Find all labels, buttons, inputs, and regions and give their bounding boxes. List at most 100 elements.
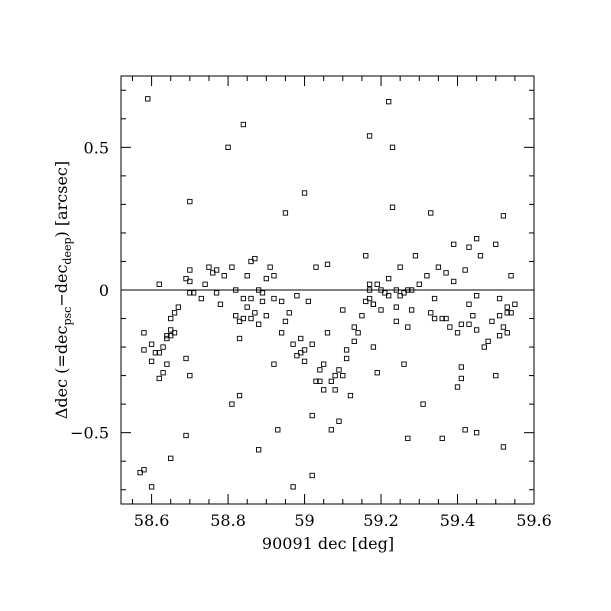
y-tick-label: 0.5 — [84, 138, 109, 157]
data-point — [366, 287, 373, 293]
data-point — [236, 392, 243, 399]
data-point — [397, 264, 403, 270]
x-tick-label: 58.8 — [210, 511, 246, 530]
data-point — [374, 370, 380, 376]
data-point — [148, 341, 155, 347]
data-point — [447, 324, 453, 330]
data-point — [489, 318, 495, 325]
data-point — [370, 301, 377, 307]
data-point — [473, 293, 480, 299]
data-point — [233, 287, 239, 293]
data-point — [240, 295, 247, 302]
data-point — [473, 430, 480, 436]
data-point — [370, 344, 377, 350]
data-point — [225, 144, 231, 150]
data-point — [401, 290, 407, 296]
data-point — [290, 484, 296, 490]
data-point — [263, 313, 269, 319]
data-point — [187, 198, 193, 205]
data-point — [473, 235, 480, 242]
data-point — [393, 287, 399, 293]
data-point — [271, 295, 277, 302]
data-point — [439, 435, 445, 442]
data-point — [160, 370, 166, 376]
data-points — [137, 96, 518, 490]
data-point — [324, 261, 331, 267]
data-point — [493, 372, 499, 379]
data-point — [451, 241, 457, 247]
data-point — [256, 447, 262, 453]
data-point — [458, 364, 464, 370]
data-point — [500, 213, 507, 219]
data-point — [504, 304, 510, 310]
data-point — [508, 310, 514, 316]
data-point — [439, 315, 445, 322]
y-tick-labels: −0.5 0 0.5 — [70, 138, 109, 442]
data-point — [309, 472, 315, 479]
data-point — [401, 361, 407, 367]
x-tick-label: 59 — [294, 511, 314, 530]
data-point — [141, 347, 147, 353]
data-point — [164, 333, 170, 339]
data-point — [332, 387, 338, 393]
data-point — [512, 301, 518, 307]
data-point — [168, 455, 174, 461]
data-point — [366, 295, 373, 302]
data-point — [248, 315, 254, 322]
data-point — [290, 341, 296, 347]
x-tick-label: 58.6 — [134, 511, 170, 530]
data-point — [171, 330, 178, 336]
data-point — [405, 435, 411, 442]
x-tick-labels: 58.6 58.8 59 59.2 59.4 59.6 — [134, 511, 552, 530]
x-tick-label: 59.4 — [440, 511, 476, 530]
data-point — [370, 301, 377, 307]
data-point — [141, 467, 147, 473]
data-point — [504, 310, 510, 316]
data-point — [378, 307, 384, 313]
data-point — [156, 350, 162, 356]
plot-frame — [120, 75, 535, 505]
data-point — [263, 275, 269, 282]
data-point — [462, 267, 468, 273]
data-point — [168, 327, 174, 333]
data-point — [278, 298, 285, 305]
data-point — [271, 361, 277, 367]
data-point — [324, 330, 331, 336]
data-point — [466, 244, 472, 250]
data-point — [340, 372, 346, 379]
data-point — [481, 344, 487, 350]
data-point — [328, 427, 334, 433]
data-point — [141, 330, 147, 336]
data-point — [301, 358, 308, 364]
data-point — [458, 321, 464, 327]
data-point — [343, 355, 350, 362]
data-point — [374, 281, 380, 287]
data-point — [485, 338, 491, 345]
data-point — [298, 335, 304, 342]
data-point — [470, 313, 476, 319]
data-point — [210, 270, 216, 276]
data-point — [386, 293, 392, 299]
y-axis-label-sub1: psc — [61, 307, 74, 326]
data-point — [504, 330, 510, 336]
data-point — [386, 275, 392, 282]
data-point — [213, 290, 220, 296]
data-point — [294, 293, 300, 299]
data-point — [321, 387, 327, 393]
data-point — [508, 273, 514, 279]
data-point — [313, 264, 319, 270]
data-point — [160, 344, 166, 350]
data-point — [191, 290, 197, 296]
data-point — [148, 484, 155, 490]
data-point — [500, 444, 507, 450]
data-point — [236, 318, 243, 325]
data-point — [473, 327, 480, 333]
data-point — [451, 278, 457, 285]
data-point — [213, 267, 220, 273]
data-point — [412, 253, 419, 259]
data-point — [244, 304, 250, 310]
data-point — [466, 301, 472, 307]
data-point — [466, 321, 472, 327]
minor-ticks — [121, 76, 534, 504]
